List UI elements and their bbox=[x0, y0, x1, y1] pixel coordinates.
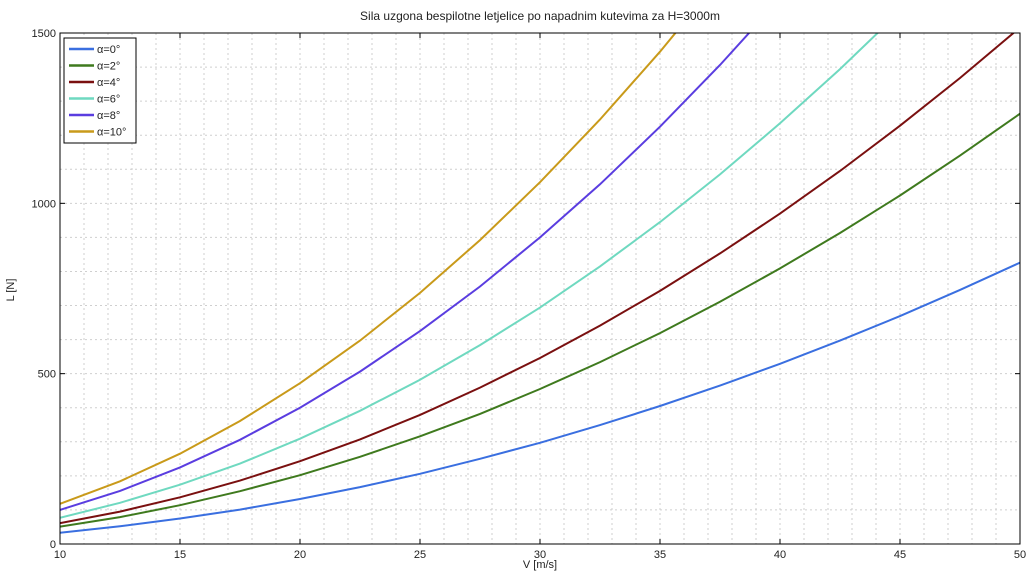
x-tick-label: 25 bbox=[414, 549, 426, 561]
x-tick-label: 10 bbox=[54, 549, 66, 561]
legend-label: α=6° bbox=[97, 94, 120, 106]
x-tick-label: 40 bbox=[774, 549, 786, 561]
x-tick-label: 35 bbox=[654, 549, 666, 561]
y-tick-label: 1500 bbox=[32, 28, 56, 40]
x-tick-label: 50 bbox=[1014, 549, 1026, 561]
y-tick-label: 1000 bbox=[32, 198, 56, 210]
x-tick-label: 30 bbox=[534, 549, 546, 561]
series-line-0 bbox=[60, 261, 1020, 534]
y-axis-title: L [N] bbox=[5, 279, 17, 302]
legend-label: α=10° bbox=[97, 127, 126, 139]
legend-label: α=2° bbox=[97, 61, 120, 73]
legend-label: α=4° bbox=[97, 77, 120, 89]
x-axis-title: V [m/s] bbox=[523, 559, 557, 571]
legend: α=0° α=2° α=4° α=6° α=8° α=10° bbox=[63, 37, 137, 144]
legend-label: α=0° bbox=[97, 44, 120, 56]
series-line-4 bbox=[60, 33, 751, 511]
grid-layer bbox=[60, 33, 1020, 544]
x-tick-label: 45 bbox=[894, 549, 906, 561]
chart-title: Sila uzgona bespilotne letjelice po napa… bbox=[360, 9, 720, 23]
y-tick-label: 0 bbox=[50, 539, 56, 551]
series-lines bbox=[60, 33, 1020, 534]
y-tick-label: 500 bbox=[38, 369, 56, 381]
legend-box bbox=[63, 37, 137, 144]
series-line-1 bbox=[60, 112, 1020, 528]
x-tick-label: 20 bbox=[294, 549, 306, 561]
x-tick-label: 15 bbox=[174, 549, 186, 561]
series-line-2 bbox=[60, 33, 1016, 525]
series-line-5 bbox=[60, 33, 677, 505]
series-line-3 bbox=[60, 33, 880, 519]
legend-label: α=8° bbox=[97, 110, 120, 122]
